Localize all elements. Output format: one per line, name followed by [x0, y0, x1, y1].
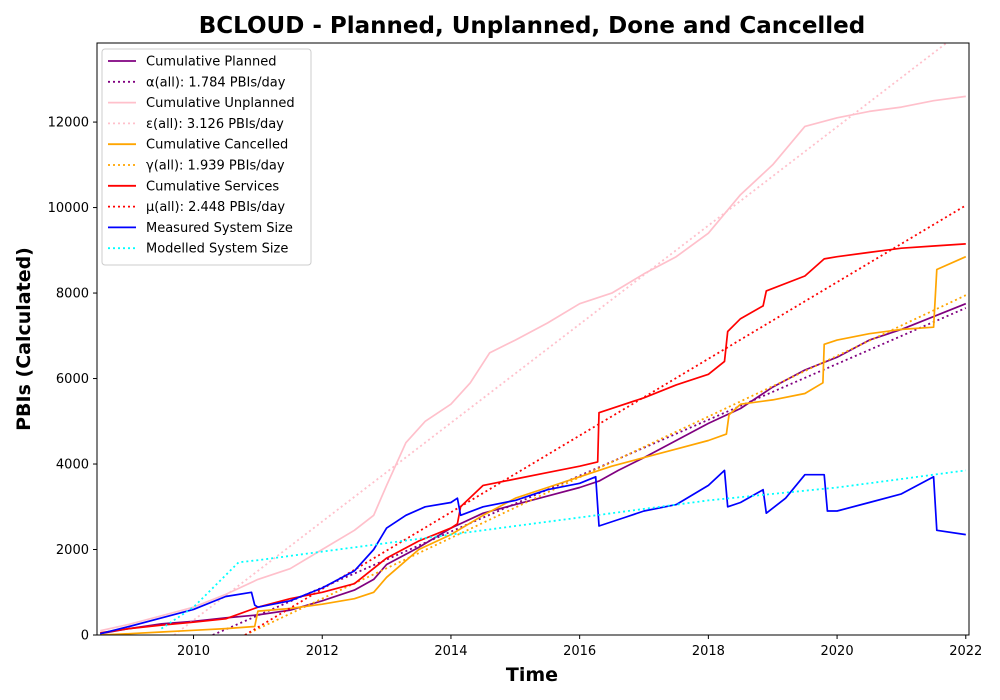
x-tick-label: 2016 [563, 644, 596, 659]
y-tick-label: 0 [81, 629, 89, 644]
legend-label: μ(all): 2.448 PBIs/day [146, 200, 285, 215]
legend-label: Cumulative Services [146, 179, 279, 194]
y-tick-label: 4000 [56, 458, 89, 473]
x-axis-label: Time [506, 664, 558, 686]
y-tick-label: 10000 [48, 201, 89, 216]
legend-label: γ(all): 1.939 PBIs/day [146, 159, 285, 174]
legend-label: Cumulative Cancelled [146, 138, 288, 153]
series-line-modelled-system-size [160, 469, 966, 630]
y-tick-label: 12000 [48, 116, 89, 131]
legend-label: Measured System Size [146, 221, 293, 236]
legend-label: Cumulative Unplanned [146, 96, 295, 111]
series-line-cumulative-unplanned [100, 95, 966, 632]
x-tick-label: 2022 [949, 644, 982, 659]
chart-title: BCLOUD - Planned, Unplanned, Done and Ca… [199, 13, 866, 39]
x-tick-label: 2018 [692, 644, 725, 659]
series-line-cumulative-planned [100, 302, 967, 635]
x-tick-label: 2010 [177, 644, 210, 659]
legend-label: α(all): 1.784 PBIs/day [146, 75, 286, 90]
y-tick-label: 8000 [56, 287, 89, 302]
x-tick-label: 2020 [821, 644, 854, 659]
x-tick-label: 2012 [306, 644, 339, 659]
y-tick-label: 2000 [56, 543, 89, 558]
series-line-cumulative-services [100, 243, 966, 634]
series-line-all-3-126-pbis-day [173, 43, 948, 635]
legend-label: ε(all): 3.126 PBIs/day [146, 117, 284, 132]
plot-area [99, 43, 967, 635]
legend-label: Cumulative Planned [146, 55, 276, 70]
legend-box [101, 48, 312, 266]
series-line-all-1-784-pbis-day [212, 307, 967, 635]
x-tick-label: 2014 [434, 644, 467, 659]
series-line-cumulative-cancelled [100, 255, 967, 635]
series-lines [99, 43, 967, 635]
axes-frame [96, 42, 970, 636]
legend-label: Modelled System Size [146, 242, 288, 257]
axes: 2010 2012 2014 2016 2018 2020 2022 0 2000 4000 600… [48, 42, 982, 659]
y-tick-label: 6000 [56, 372, 89, 387]
y-axis-label: PBIs (Calculated) [13, 247, 35, 431]
series-line-all-2-448-pbis-day [244, 204, 967, 635]
series-line-measured-system-size [99, 469, 966, 635]
legend: Cumulative Planned α(all): 1.784 PBIs/day… [101, 48, 312, 266]
